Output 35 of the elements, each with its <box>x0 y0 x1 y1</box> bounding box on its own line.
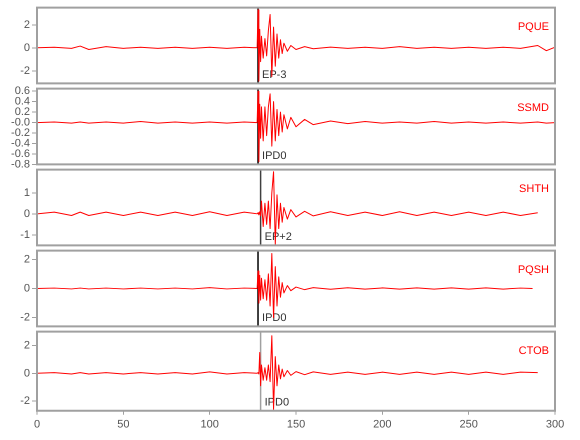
ref-line-label: EP-3 <box>262 68 286 81</box>
ref-line-label: IPD0 <box>262 312 286 324</box>
y-tick-label: 2 <box>24 18 30 31</box>
series-label: SHTH <box>519 183 550 196</box>
series-label: PQUE <box>518 21 549 34</box>
y-tick-label: 2 <box>24 340 30 352</box>
series-label: CTOB <box>518 345 549 358</box>
x-tick-label: 0 <box>34 418 40 430</box>
x-tick-label: 200 <box>373 418 392 430</box>
y-tick-label: 0 <box>24 208 30 220</box>
series-label: PQSH <box>518 264 550 276</box>
y-tick-label: -0.8 <box>11 158 30 170</box>
y-tick-label: -2 <box>20 64 30 77</box>
series-label: SSMD <box>517 102 550 114</box>
y-tick-label: -2 <box>20 312 30 324</box>
y-tick-label: -0.6 <box>11 148 30 160</box>
y-tick-label: -2 <box>20 395 30 408</box>
y-tick-label: 1 <box>24 186 30 199</box>
ref-line-label: IPD0 <box>262 150 286 162</box>
y-tick-label: 0 <box>24 42 30 54</box>
x-tick-label: 50 <box>117 418 130 430</box>
x-tick-label: 300 <box>546 418 564 430</box>
x-tick-label: 100 <box>200 418 219 430</box>
y-tick-label: -1 <box>20 228 30 241</box>
x-tick-label: 150 <box>286 418 306 430</box>
y-tick-label: -0.0 <box>11 116 30 129</box>
y-tick-label: -0.4 <box>11 138 30 150</box>
y-tick-label: 0.6 <box>14 85 30 98</box>
y-tick-label: 0.2 <box>14 106 30 118</box>
x-tick-label: 250 <box>459 418 478 430</box>
y-tick-label: 0 <box>24 282 30 295</box>
y-tick-label: 0.4 <box>14 96 30 108</box>
y-tick-label: 0 <box>24 367 30 380</box>
y-tick-label: 2 <box>24 253 30 266</box>
y-tick-label: -0.2 <box>11 127 30 140</box>
